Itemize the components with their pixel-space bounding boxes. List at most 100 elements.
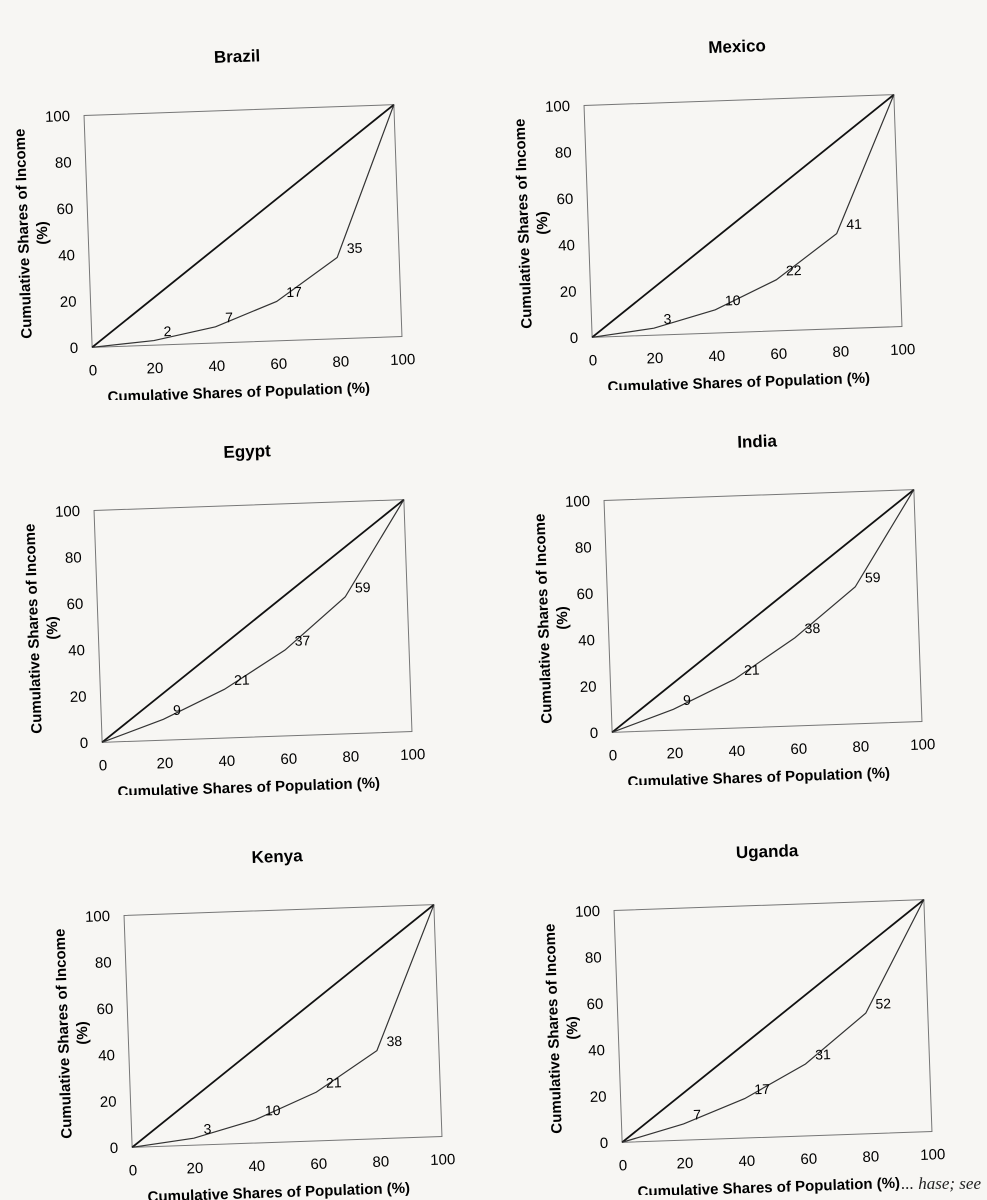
x-axis-label: Cumulative Shares of Population (%)	[117, 775, 380, 795]
x-tick-label: 100	[390, 351, 416, 369]
y-tick-label: 40	[58, 247, 75, 265]
y-tick-label: 100	[565, 493, 591, 511]
y-tick-label: 80	[95, 954, 112, 972]
y-tick-label: 0	[70, 340, 79, 357]
y-tick-label: 40	[588, 1042, 605, 1060]
data-point-label: 37	[294, 632, 310, 649]
x-tick-label: 60	[800, 1151, 817, 1169]
y-tick-label: 100	[45, 108, 71, 126]
y-tick-label: 20	[580, 678, 597, 696]
x-tick-label: 0	[88, 362, 97, 379]
y-tick-label: 60	[576, 586, 593, 604]
y-tick-label: 60	[56, 201, 73, 219]
x-axis-label: Cumulative Shares of Population (%)	[637, 1175, 900, 1195]
chart-title: Mexico	[708, 36, 766, 57]
x-tick-label: 0	[128, 1162, 137, 1179]
chart-title: Brazil	[214, 46, 261, 67]
data-point-label: 10	[725, 292, 741, 309]
chart-title: Kenya	[251, 846, 303, 867]
x-tick-label: 0	[608, 747, 617, 764]
equality-line	[131, 903, 435, 1149]
x-tick-label: 60	[280, 751, 297, 769]
chart-title: Uganda	[736, 841, 800, 862]
x-tick-label: 100	[890, 341, 916, 359]
y-tick-label: 60	[96, 1001, 113, 1019]
y-tick-label: 60	[556, 191, 573, 209]
x-tick-label: 80	[852, 738, 869, 756]
x-axis-label: Cumulative Shares of Population (%)	[627, 765, 890, 785]
data-point-label: 9	[683, 692, 692, 708]
data-point-label: 9	[173, 702, 182, 718]
data-point-label: 59	[865, 569, 881, 586]
x-tick-label: 100	[400, 746, 426, 764]
y-tick-label: 80	[575, 539, 592, 557]
plot-frame	[583, 94, 903, 338]
y-tick-label: 60	[586, 996, 603, 1014]
data-point-label: 17	[286, 284, 302, 301]
x-tick-label: 40	[728, 743, 745, 761]
y-tick-label: 80	[585, 949, 602, 967]
chart-title: Egypt	[223, 441, 271, 462]
x-tick-label: 60	[770, 346, 787, 364]
x-tick-label: 80	[832, 343, 849, 361]
y-tick-label: 40	[68, 642, 85, 660]
lorenz-curve	[132, 904, 435, 1148]
x-tick-label: 20	[646, 350, 663, 368]
x-tick-label: 40	[218, 753, 235, 771]
x-tick-label: 40	[738, 1153, 755, 1171]
chart-panel-kenya: Kenya 0 20 40 60 80 100 0 20 40 60 80 100 Cumulative …	[40, 810, 510, 1200]
y-axis-label: Cumulative Shares of Income(%)	[511, 118, 554, 329]
data-point-label: 10	[265, 1102, 281, 1119]
chart-svg: India 0 20 40 60 80 100 0 20 40 60 80 100 Cumulative …	[531, 431, 935, 785]
lorenz-curve	[92, 104, 395, 348]
y-tick-label: 40	[98, 1047, 115, 1065]
data-point-label: 35	[347, 240, 363, 257]
y-axis-label: Cumulative Shares of Income(%)	[531, 513, 574, 724]
y-tick-label: 40	[578, 632, 595, 650]
x-tick-label: 80	[342, 748, 359, 766]
x-tick-label: 40	[708, 348, 725, 366]
chart-svg: Mexico 0 20 40 60 80 100 0 20 40 60 80 100 Cumulative…	[511, 36, 916, 390]
equality-line	[611, 488, 915, 734]
x-tick-label: 40	[248, 1158, 265, 1176]
equality-line	[91, 103, 395, 349]
y-axis-label: Cumulative Shares of Income(%)	[541, 923, 584, 1134]
chart-svg: Uganda 0 20 40 60 80 100 0 20 40 60 80 100 Cumulative…	[541, 841, 946, 1195]
chart-svg: Egypt 0 20 40 60 80 100 0 20 40 60 80 100 Cumulative …	[21, 441, 426, 795]
data-point-label: 21	[234, 671, 250, 688]
x-tick-label: 20	[186, 1160, 203, 1178]
x-tick-label: 60	[790, 741, 807, 759]
chart-panel-india: India 0 20 40 60 80 100 0 20 40 60 80 100 Cumulative …	[520, 395, 987, 785]
plot-frame	[603, 489, 923, 733]
lorenz-curve	[592, 94, 895, 338]
y-tick-label: 0	[570, 330, 579, 347]
x-tick-label: 100	[920, 1146, 946, 1164]
equality-line	[101, 498, 405, 744]
y-tick-label: 100	[85, 908, 111, 926]
chart-panel-brazil: Brazil 0 20 40 60 80 100 0 20 40 60 80 100 Cumulative…	[0, 10, 470, 400]
plot-frame	[93, 499, 413, 743]
data-point-label: 7	[693, 1106, 702, 1122]
x-axis-label: Cumulative Shares of Population (%)	[107, 380, 370, 400]
x-tick-label: 80	[862, 1148, 879, 1166]
x-tick-label: 80	[372, 1153, 389, 1171]
data-point-label: 3	[663, 311, 672, 327]
equality-line	[591, 93, 895, 339]
data-point-label: 21	[326, 1074, 342, 1091]
chart-panel-mexico: Mexico 0 20 40 60 80 100 0 20 40 60 80 100 Cumulative…	[500, 0, 970, 390]
data-point-label: 52	[875, 995, 891, 1012]
y-tick-label: 80	[55, 154, 72, 172]
y-tick-label: 100	[55, 503, 81, 521]
x-tick-label: 0	[618, 1157, 627, 1174]
x-tick-label: 20	[146, 360, 163, 378]
x-axis-label: Cumulative Shares of Population (%)	[607, 370, 870, 390]
y-tick-label: 100	[545, 98, 571, 116]
y-tick-label: 20	[60, 293, 77, 311]
data-point-label: 7	[225, 309, 234, 325]
x-tick-label: 20	[156, 755, 173, 773]
data-point-label: 38	[386, 1033, 402, 1050]
x-tick-label: 0	[588, 352, 597, 369]
chart-panel-egypt: Egypt 0 20 40 60 80 100 0 20 40 60 80 100 Cumulative …	[10, 405, 480, 795]
data-point-label: 17	[754, 1081, 770, 1098]
y-tick-label: 80	[555, 144, 572, 162]
